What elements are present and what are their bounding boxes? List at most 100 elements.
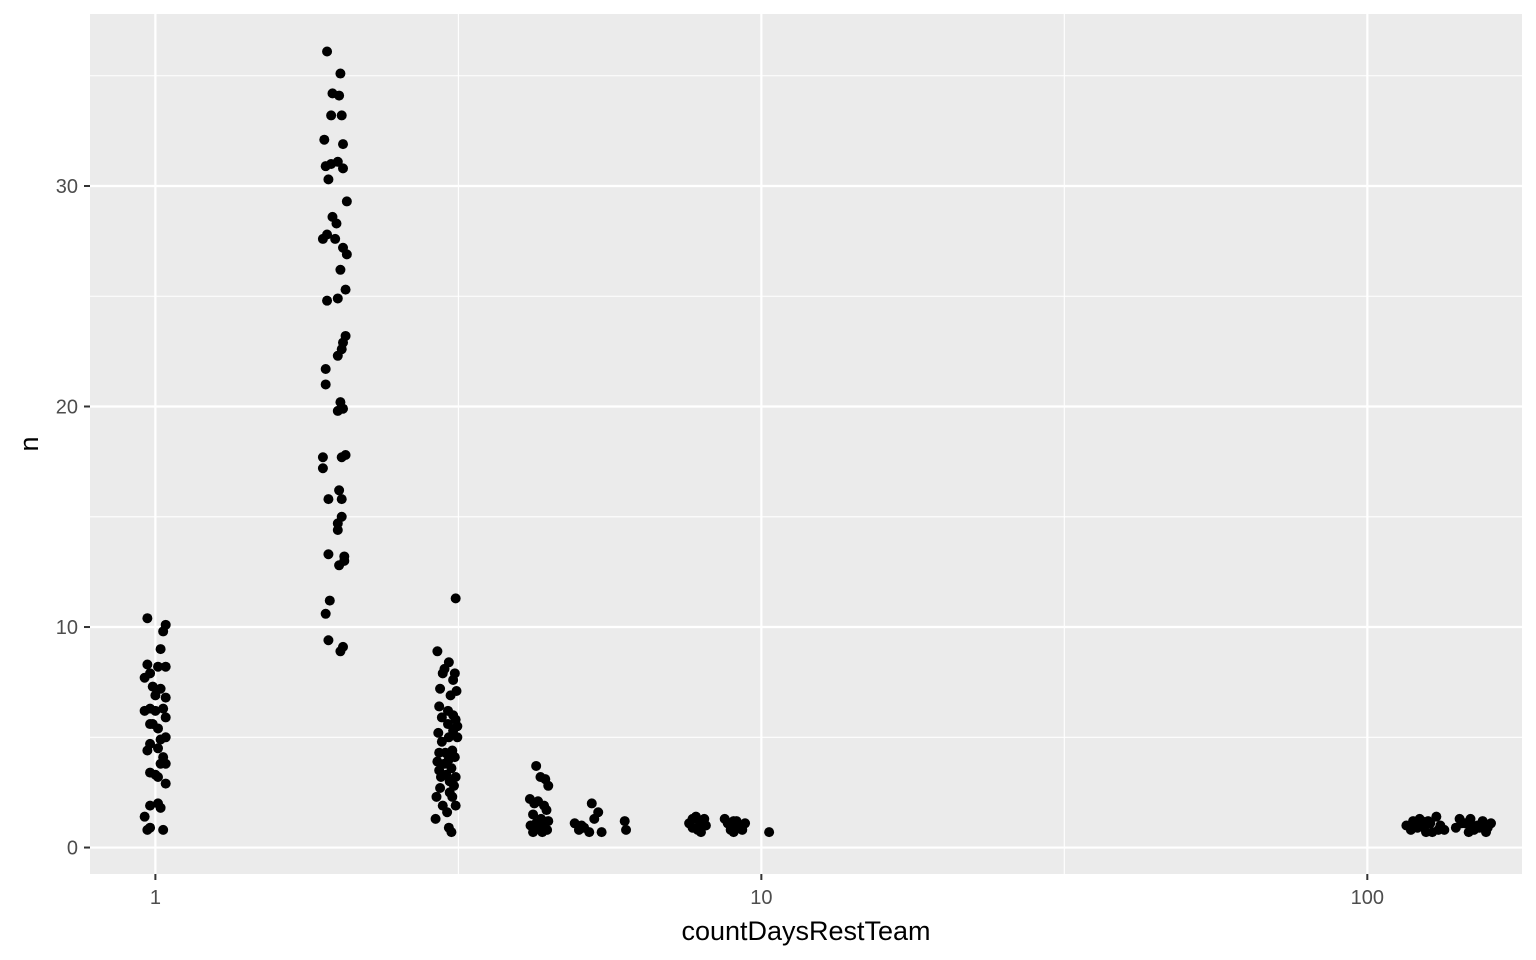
data-point xyxy=(319,134,330,145)
data-point xyxy=(437,668,448,679)
data-point xyxy=(1425,818,1436,829)
data-point xyxy=(543,780,554,791)
data-point xyxy=(335,264,346,275)
data-point xyxy=(531,760,542,771)
data-point xyxy=(158,824,169,835)
data-point xyxy=(324,595,335,606)
data-point xyxy=(1416,816,1427,827)
data-point xyxy=(323,174,334,185)
plot-panel xyxy=(90,14,1522,874)
data-point xyxy=(537,827,548,838)
data-point xyxy=(1431,811,1442,822)
data-point xyxy=(153,771,164,782)
data-point xyxy=(336,494,347,505)
data-point xyxy=(160,758,171,769)
data-point xyxy=(331,218,342,229)
data-point xyxy=(153,661,164,672)
data-point xyxy=(332,293,343,304)
data-point xyxy=(155,734,166,745)
data-point xyxy=(436,736,447,747)
data-points xyxy=(139,46,1497,838)
data-point xyxy=(317,463,328,474)
data-point xyxy=(338,163,349,174)
data-point xyxy=(336,110,347,121)
data-point xyxy=(332,405,343,416)
data-point xyxy=(150,705,161,716)
data-point xyxy=(589,813,600,824)
x-tick-label: 100 xyxy=(1351,887,1384,909)
data-point xyxy=(621,824,632,835)
data-point xyxy=(323,494,334,505)
data-point xyxy=(332,350,343,361)
y-tick-label: 20 xyxy=(56,397,78,419)
data-point xyxy=(338,139,349,150)
data-point xyxy=(320,379,331,390)
data-point xyxy=(147,681,158,692)
data-point xyxy=(335,68,346,79)
data-point xyxy=(1481,827,1492,838)
data-point xyxy=(1467,820,1478,831)
data-point xyxy=(334,90,345,101)
data-point xyxy=(153,743,164,754)
data-point xyxy=(139,811,150,822)
data-point xyxy=(528,809,539,820)
data-point xyxy=(431,791,442,802)
data-point xyxy=(435,683,446,694)
data-point xyxy=(142,745,153,756)
data-point xyxy=(433,727,444,738)
data-point xyxy=(445,690,456,701)
data-point xyxy=(317,452,328,463)
data-point xyxy=(139,705,150,716)
y-tick-label: 10 xyxy=(56,617,78,639)
data-point xyxy=(142,613,153,624)
data-point xyxy=(158,703,169,714)
x-axis-title: countDaysRestTeam xyxy=(681,916,930,946)
data-point xyxy=(335,646,346,657)
data-point xyxy=(341,196,352,207)
data-point xyxy=(452,732,463,743)
data-point xyxy=(323,635,334,646)
data-point xyxy=(576,820,587,831)
data-point xyxy=(142,659,153,670)
data-point xyxy=(336,452,347,463)
data-point xyxy=(145,719,156,730)
data-point xyxy=(340,284,351,295)
data-point xyxy=(1421,827,1432,838)
data-point xyxy=(160,778,171,789)
x-tick-label: 10 xyxy=(750,887,772,909)
data-point xyxy=(155,802,166,813)
data-point xyxy=(1486,818,1497,829)
data-point xyxy=(322,295,333,306)
data-point xyxy=(528,827,539,838)
data-point xyxy=(619,816,630,827)
data-point xyxy=(434,701,445,712)
data-point xyxy=(1433,824,1444,835)
data-point xyxy=(727,822,738,833)
data-point xyxy=(317,233,328,244)
data-point xyxy=(330,233,341,244)
data-point xyxy=(160,712,171,723)
data-point xyxy=(320,608,331,619)
data-point xyxy=(323,549,334,560)
data-point xyxy=(142,824,153,835)
data-point xyxy=(435,771,446,782)
data-point xyxy=(320,364,331,375)
data-point xyxy=(341,249,352,260)
data-point xyxy=(764,827,775,838)
data-point xyxy=(155,644,166,655)
data-point xyxy=(1456,818,1467,829)
data-point xyxy=(450,800,461,811)
data-point xyxy=(158,626,169,637)
y-tick-label: 0 xyxy=(67,838,78,860)
data-point xyxy=(435,783,446,793)
data-point xyxy=(596,827,607,838)
data-point xyxy=(160,661,171,672)
data-point xyxy=(153,723,164,734)
data-point xyxy=(334,485,345,496)
data-point xyxy=(326,110,337,121)
data-point xyxy=(334,560,345,571)
data-point xyxy=(430,813,441,824)
data-point xyxy=(699,813,710,824)
y-tick-label: 30 xyxy=(56,176,78,198)
